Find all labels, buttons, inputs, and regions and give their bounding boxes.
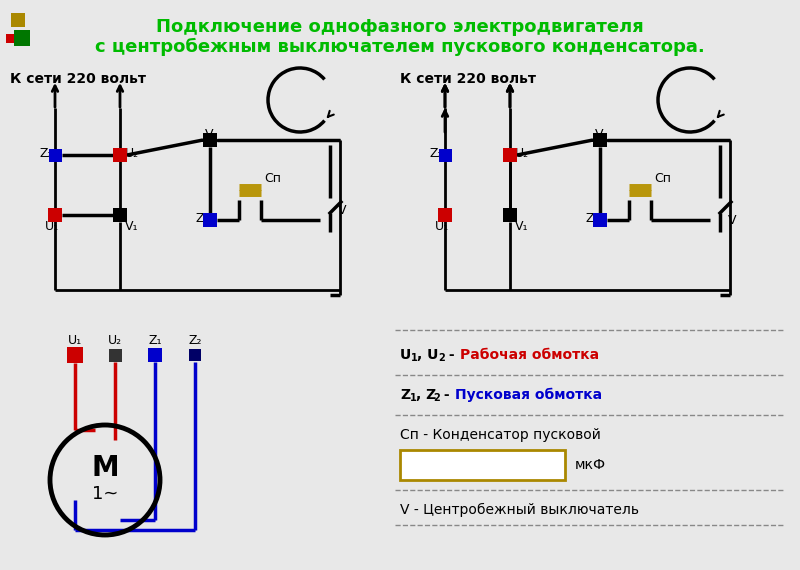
Bar: [67, 347, 83, 363]
Text: Z₂: Z₂: [188, 334, 202, 347]
Bar: [48, 208, 62, 222]
Text: U₁: U₁: [45, 220, 59, 233]
Text: U₂: U₂: [515, 147, 529, 160]
Text: , Z: , Z: [416, 388, 436, 402]
Text: Z₁: Z₁: [585, 211, 598, 225]
Bar: [148, 348, 162, 362]
Bar: [14, 30, 30, 46]
Text: 1: 1: [410, 393, 417, 403]
Bar: [503, 208, 517, 222]
Text: -: -: [444, 348, 459, 362]
Text: Cп: Cп: [264, 172, 281, 185]
Text: 2: 2: [433, 393, 440, 403]
Text: U₂: U₂: [108, 334, 122, 347]
Text: U₂: U₂: [125, 147, 139, 160]
Text: U: U: [400, 348, 411, 362]
Bar: [503, 148, 517, 162]
Text: 2: 2: [438, 353, 445, 363]
Text: Z: Z: [400, 388, 410, 402]
Bar: [49, 149, 62, 161]
Text: V - Центробежный выключатель: V - Центробежный выключатель: [400, 503, 639, 517]
Text: M: M: [91, 454, 119, 482]
Bar: [203, 213, 217, 227]
Bar: [593, 213, 607, 227]
Bar: [593, 133, 607, 147]
Text: U₁: U₁: [68, 334, 82, 347]
Text: Сп - Конденсатор пусковой: Сп - Конденсатор пусковой: [400, 428, 601, 442]
Text: 1: 1: [411, 353, 418, 363]
Text: с центробежным выключателем пускового конденсатора.: с центробежным выключателем пускового ко…: [95, 38, 705, 56]
Bar: [109, 348, 122, 361]
FancyBboxPatch shape: [400, 450, 565, 480]
Text: V₂: V₂: [205, 128, 218, 141]
Bar: [6, 34, 14, 43]
Bar: [189, 349, 201, 361]
Text: , U: , U: [417, 348, 438, 362]
Text: U₁: U₁: [435, 220, 449, 233]
Text: Z₂: Z₂: [40, 147, 54, 160]
Bar: [113, 208, 127, 222]
Text: мкФ: мкФ: [575, 458, 606, 472]
Bar: [203, 133, 217, 147]
Text: 1~: 1~: [92, 485, 118, 503]
Text: Рабочая обмотка: Рабочая обмотка: [460, 348, 599, 362]
Text: Подключение однофазного электродвигателя: Подключение однофазного электродвигателя: [156, 18, 644, 36]
Bar: [438, 208, 452, 222]
Text: К сети 220 вольт: К сети 220 вольт: [10, 72, 146, 86]
Bar: [11, 13, 25, 27]
Text: К сети 220 вольт: К сети 220 вольт: [400, 72, 536, 86]
Text: -: -: [439, 388, 454, 402]
Text: V: V: [728, 214, 737, 226]
Text: Z₂: Z₂: [430, 147, 443, 160]
Text: V: V: [338, 203, 346, 217]
Text: V₂: V₂: [595, 128, 609, 141]
Text: Z₁: Z₁: [195, 211, 209, 225]
Text: Пусковая обмотка: Пусковая обмотка: [455, 388, 602, 402]
Bar: [113, 148, 127, 162]
Text: Z₁: Z₁: [148, 334, 162, 347]
Text: V₁: V₁: [125, 220, 138, 233]
Text: Cп: Cп: [654, 172, 671, 185]
Text: V₁: V₁: [515, 220, 529, 233]
Bar: [438, 149, 451, 161]
